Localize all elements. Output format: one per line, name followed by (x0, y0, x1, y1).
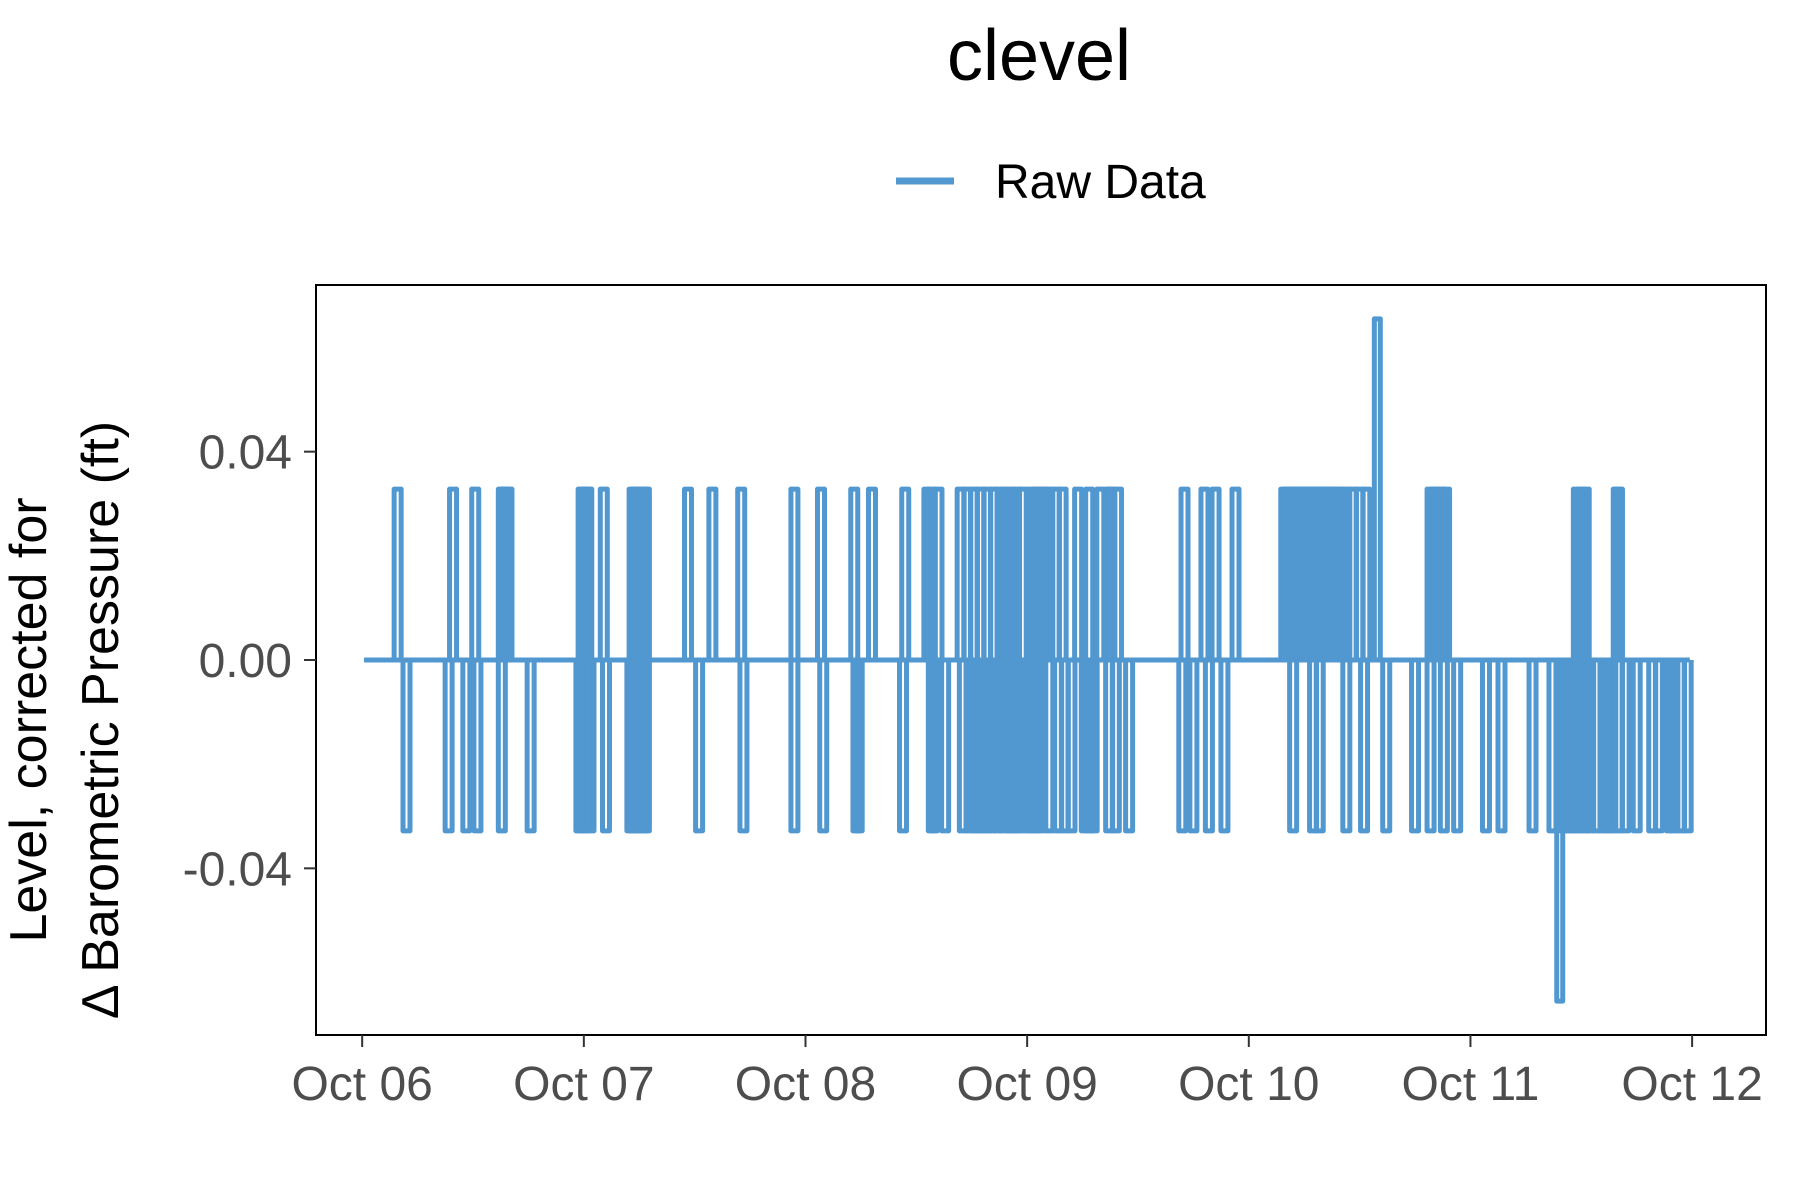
series-spike-up (639, 486, 652, 660)
series-spike-down (1451, 660, 1464, 834)
series-spike-up (682, 486, 695, 660)
series-spike-up (447, 486, 460, 660)
x-axis: Oct 06 Oct 07 Oct 08 Oct 09 Oct 10 Oct 11 Oct … (291, 1035, 1763, 1111)
series-spike-up (391, 486, 404, 660)
series-spike-down (1287, 660, 1300, 834)
series-spike-down (471, 660, 484, 834)
series-extreme-point (1371, 316, 1383, 660)
series-raw-data (364, 316, 1694, 1004)
series-spike-down (693, 660, 706, 834)
legend: Raw Data (896, 156, 1206, 209)
series-spike-down (1424, 660, 1437, 834)
series-spike-down (639, 660, 652, 834)
series-spike-down (1187, 660, 1200, 834)
series-spike-down (788, 660, 801, 834)
y-axis-title: Level, corrected for Δ Barometric Pressu… (0, 421, 130, 1019)
x-tick-label: Oct 11 (1402, 1058, 1540, 1111)
chart-title: clevel (947, 16, 1131, 96)
series-spike-down (600, 660, 612, 834)
series-spike-down (1652, 660, 1665, 834)
series-spike-up (1198, 486, 1211, 660)
series-spike-up (1612, 486, 1625, 660)
series-spike-down (1380, 660, 1393, 834)
x-tick-label: Oct 12 (1621, 1058, 1762, 1111)
x-tick-label: Oct 07 (513, 1058, 654, 1111)
y-axis-title-line2: Δ Barometric Pressure (ft) (72, 421, 130, 1019)
series-spike-down (1087, 660, 1100, 834)
series-spike-down (939, 660, 952, 834)
series-spike-up (597, 486, 610, 660)
series-spike-up (1440, 486, 1453, 660)
y-tick-label: -0.04 (183, 843, 292, 896)
series-spike-down (1065, 660, 1078, 834)
series-spike-down (1437, 660, 1450, 834)
series-spike-down (495, 660, 508, 834)
series-spike-down (1109, 660, 1122, 834)
x-tick-label: Oct 06 (291, 1058, 432, 1111)
series-spike-up (1072, 486, 1085, 660)
series-extreme-point (1554, 660, 1566, 1004)
series-spike-up (932, 486, 945, 660)
series-spike-up (706, 486, 719, 660)
series-spike-down (1358, 660, 1371, 834)
legend-label-raw-data: Raw Data (995, 156, 1206, 209)
series-spike-up (1016, 486, 1029, 660)
series-spike-down (1681, 660, 1694, 834)
x-tick-label: Oct 10 (1178, 1058, 1319, 1111)
series-spike-down (1313, 660, 1326, 834)
series-spike-up (1112, 486, 1125, 660)
series-spike-down (1043, 660, 1056, 834)
series-spike-down (1630, 660, 1643, 834)
series-spike-down (1526, 660, 1539, 834)
series-spike-up (1178, 486, 1191, 660)
series-spike-up (735, 486, 748, 660)
plot-area (315, 284, 1767, 1036)
series-spike-up (1083, 486, 1096, 660)
series-spike-down (928, 660, 941, 834)
series-spike-down (852, 660, 865, 834)
series-spike-down (1409, 660, 1422, 834)
series-spike-up (1056, 486, 1069, 660)
series-spike-up (788, 486, 801, 660)
y-tick-label: 0.04 (199, 427, 292, 480)
series-spike-down (400, 660, 413, 834)
series-spike-down (737, 660, 750, 834)
series-spike-down (460, 660, 473, 834)
series-spike-up (815, 486, 828, 660)
x-tick-label: Oct 08 (735, 1058, 876, 1111)
series-spike-up (1209, 486, 1222, 660)
series-spike-down (1619, 660, 1632, 834)
series-spike-up (502, 486, 515, 660)
series-spike-up (865, 486, 878, 660)
series-spike-up (1094, 486, 1107, 660)
series-spike-up (469, 486, 482, 660)
y-axis-title-line1: Level, corrected for (0, 497, 58, 942)
series-spike-down (1218, 660, 1231, 834)
series-spike-up (848, 486, 861, 660)
series-spike-down (1202, 660, 1215, 834)
x-tick-label: Oct 09 (956, 1058, 1097, 1111)
series-spike-down (1495, 660, 1508, 834)
series-spike-up (899, 486, 912, 660)
series-spike-down (817, 660, 830, 834)
series-spike-up (582, 486, 595, 660)
series-spike-down (1479, 660, 1492, 834)
series-spike-down (584, 660, 597, 834)
series-spike-up (1579, 486, 1592, 660)
series-spike-down (442, 660, 455, 834)
series-spike-down (1123, 660, 1136, 834)
series-spike-down (897, 660, 910, 834)
series-spike-down (1340, 660, 1353, 834)
y-axis: -0.04 0.00 0.04 (183, 427, 316, 896)
series-spike-up (1360, 486, 1373, 660)
series-spike-down (1176, 660, 1189, 834)
y-tick-label: 0.00 (199, 635, 292, 688)
series-spike-up (1229, 486, 1242, 660)
series-spike-down (524, 660, 537, 834)
